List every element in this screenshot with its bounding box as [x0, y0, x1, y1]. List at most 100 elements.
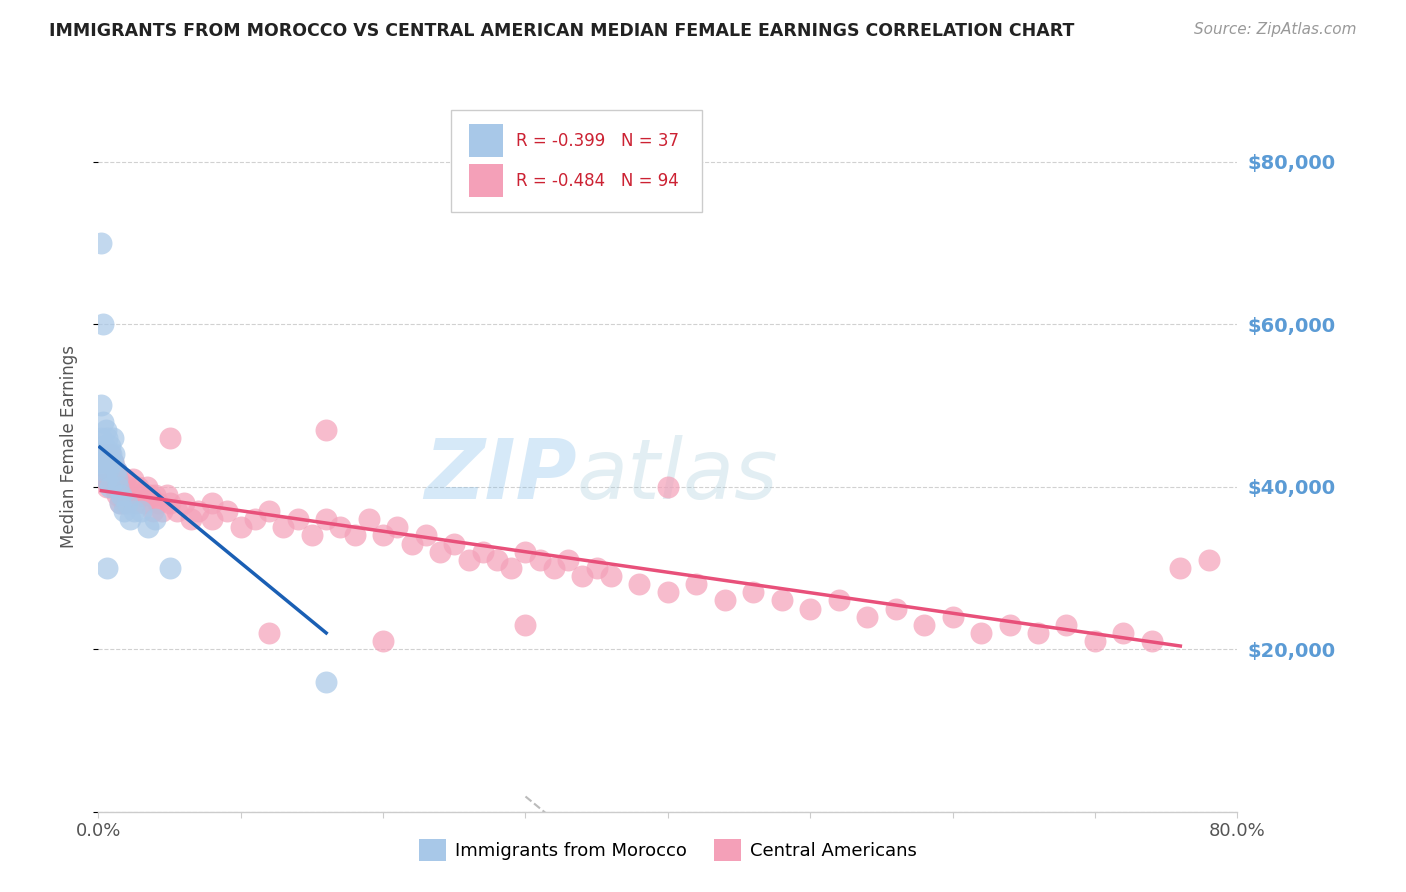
- Point: [201, 496, 224, 510]
- Point: [329, 520, 352, 534]
- Point: [108, 496, 131, 510]
- Point: [93, 455, 115, 469]
- Point: [118, 488, 141, 502]
- Point: [828, 593, 851, 607]
- Point: [229, 520, 252, 534]
- Point: [571, 569, 593, 583]
- Text: R = -0.399   N = 37: R = -0.399 N = 37: [516, 132, 679, 150]
- Point: [159, 496, 181, 510]
- Point: [89, 455, 111, 469]
- Point: [91, 463, 114, 477]
- Point: [91, 317, 114, 331]
- Point: [259, 626, 281, 640]
- Point: [501, 561, 523, 575]
- Point: [107, 480, 129, 494]
- Point: [111, 488, 134, 502]
- Point: [585, 561, 607, 575]
- Point: [91, 447, 114, 461]
- Point: [96, 480, 118, 494]
- Point: [122, 504, 145, 518]
- Point: [110, 488, 132, 502]
- Point: [121, 471, 143, 485]
- Point: [105, 488, 128, 502]
- Point: [136, 520, 159, 534]
- Point: [145, 488, 167, 502]
- Point: [145, 512, 167, 526]
- Point: [156, 488, 179, 502]
- Point: [101, 455, 124, 469]
- Point: [529, 553, 551, 567]
- Point: [124, 496, 146, 510]
- Point: [103, 447, 125, 461]
- Point: [543, 561, 565, 575]
- Point: [101, 431, 124, 445]
- Point: [215, 504, 238, 518]
- Point: [110, 480, 132, 494]
- Point: [104, 463, 127, 477]
- Text: R = -0.484   N = 94: R = -0.484 N = 94: [516, 172, 679, 190]
- Point: [96, 561, 118, 575]
- Text: atlas: atlas: [576, 434, 779, 516]
- Point: [201, 512, 224, 526]
- Point: [112, 504, 135, 518]
- Point: [173, 496, 195, 510]
- Text: Source: ZipAtlas.com: Source: ZipAtlas.com: [1194, 22, 1357, 37]
- Point: [1140, 634, 1163, 648]
- Point: [90, 398, 112, 412]
- Point: [107, 471, 129, 485]
- Point: [108, 496, 131, 510]
- Point: [287, 512, 309, 526]
- Point: [628, 577, 651, 591]
- Point: [685, 577, 707, 591]
- Point: [301, 528, 323, 542]
- Point: [187, 504, 209, 518]
- Point: [1112, 626, 1135, 640]
- Point: [657, 480, 679, 494]
- Point: [100, 471, 122, 485]
- Point: [259, 504, 281, 518]
- Point: [91, 447, 114, 461]
- Point: [98, 480, 121, 494]
- Point: [91, 415, 114, 429]
- Point: [770, 593, 793, 607]
- Point: [96, 431, 118, 445]
- Point: [243, 512, 266, 526]
- Point: [101, 455, 124, 469]
- Point: [457, 553, 479, 567]
- Point: [1170, 561, 1192, 575]
- Point: [90, 431, 112, 445]
- Point: [132, 496, 155, 510]
- Point: [273, 520, 295, 534]
- Text: ZIP: ZIP: [425, 434, 576, 516]
- Point: [998, 617, 1021, 632]
- Point: [93, 439, 115, 453]
- Point: [138, 488, 160, 502]
- Point: [401, 536, 423, 550]
- Point: [118, 512, 141, 526]
- Point: [166, 504, 188, 518]
- Point: [315, 674, 337, 689]
- Point: [97, 463, 120, 477]
- Point: [115, 480, 138, 494]
- Point: [714, 593, 737, 607]
- Point: [129, 488, 152, 502]
- Point: [114, 471, 136, 485]
- Point: [94, 471, 117, 485]
- Point: [515, 544, 537, 558]
- Point: [884, 601, 907, 615]
- Point: [100, 447, 122, 461]
- Point: [486, 553, 509, 567]
- Point: [148, 496, 170, 510]
- Point: [315, 423, 337, 437]
- Point: [90, 235, 112, 250]
- Point: [315, 512, 337, 526]
- Point: [104, 463, 127, 477]
- Text: IMMIGRANTS FROM MOROCCO VS CENTRAL AMERICAN MEDIAN FEMALE EARNINGS CORRELATION C: IMMIGRANTS FROM MOROCCO VS CENTRAL AMERI…: [49, 22, 1074, 40]
- Point: [387, 520, 409, 534]
- Point: [970, 626, 993, 640]
- Point: [357, 512, 380, 526]
- Point: [1056, 617, 1078, 632]
- Point: [115, 496, 138, 510]
- Point: [343, 528, 366, 542]
- Y-axis label: Median Female Earnings: Median Female Earnings: [59, 344, 77, 548]
